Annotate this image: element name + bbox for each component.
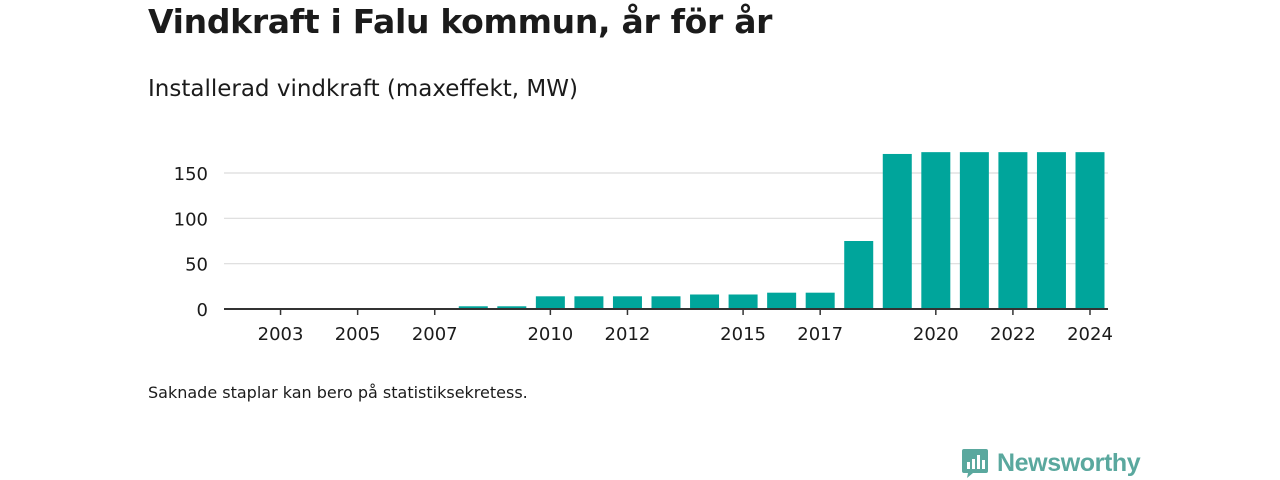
bar-2014: [690, 294, 720, 309]
y-tick-label: 100: [174, 209, 208, 230]
chart-title: Vindkraft i Falu kommun, år för år: [148, 2, 773, 41]
chart-subtitle: Installerad vindkraft (maxeffekt, MW): [148, 76, 578, 102]
bar-2018: [844, 241, 874, 309]
bar-2021: [959, 152, 989, 309]
bar-2016: [767, 292, 797, 309]
newsworthy-logo-icon: [962, 449, 988, 478]
x-tick-label: 2012: [605, 324, 651, 345]
bar-2011: [574, 296, 604, 309]
bar-2023: [1036, 152, 1066, 309]
bar-2012: [612, 296, 642, 309]
x-tick-label: 2017: [797, 324, 843, 345]
bar-2019: [882, 153, 912, 309]
y-tick-label: 50: [185, 255, 208, 276]
bar-chart: 0 50 100 150 2003 2005 2007 2010 2012 2015 2017 202…: [174, 152, 1113, 345]
bar-2017: [805, 292, 835, 309]
x-tick-label: 2010: [527, 324, 573, 345]
bar-2008: [458, 306, 488, 309]
newsworthy-brand[interactable]: Newsworthy: [961, 446, 1141, 480]
x-tick-label: 2005: [335, 324, 381, 345]
bar-2015: [728, 294, 758, 309]
bar-2020: [921, 152, 951, 309]
bar-2013: [651, 296, 681, 309]
x-tick-label: 2020: [913, 324, 959, 345]
x-tick-label: 2015: [720, 324, 766, 345]
bar-2010: [535, 296, 565, 309]
bar-2024: [1075, 152, 1105, 309]
x-tick-label: 2007: [412, 324, 458, 345]
footnote: Saknade staplar kan bero på statistiksek…: [148, 383, 528, 402]
y-tick-label: 150: [174, 164, 208, 185]
x-tick-label: 2022: [990, 324, 1036, 345]
x-tick-label: 2003: [258, 324, 304, 345]
y-tick-label: 0: [197, 300, 208, 321]
x-tick-label: 2024: [1067, 324, 1113, 345]
bar-2022: [998, 152, 1028, 309]
bar-2009: [497, 306, 527, 309]
brand-name: Newsworthy: [997, 448, 1141, 477]
